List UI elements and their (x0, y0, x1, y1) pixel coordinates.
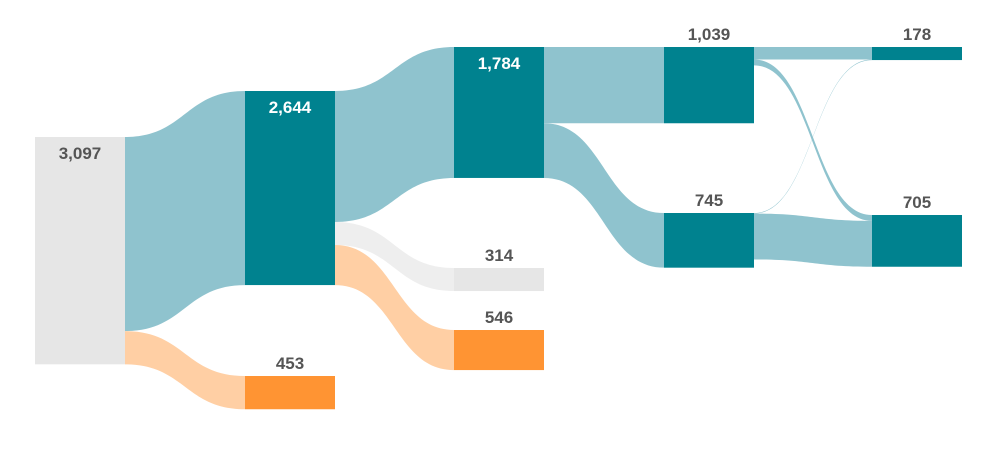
node-n3 (454, 47, 544, 178)
sankey-labels: 3,097 2,644 453 1,784 314 546 1,039 745 178 705 (59, 25, 931, 373)
node-n7 (664, 213, 754, 268)
sankey-nodes (35, 47, 962, 410)
node-n0 (35, 137, 125, 365)
node-label-n3: 1,784 (478, 54, 521, 73)
node-label-n7: 745 (695, 191, 723, 210)
node-label-n6: 1,039 (688, 25, 731, 44)
node-n2 (245, 376, 335, 410)
node-label-n5: 546 (485, 308, 513, 327)
link-n7-n8 (754, 59, 872, 214)
link-n6-n9 (754, 59, 872, 221)
link-n7-n9 (754, 213, 872, 267)
link-n0-n1 (125, 91, 245, 332)
node-n4 (454, 268, 544, 292)
node-label-n1: 2,644 (269, 98, 312, 117)
sankey-links (125, 47, 872, 410)
link-n1-n3 (335, 47, 454, 222)
node-label-n4: 314 (485, 246, 514, 265)
node-n6 (664, 47, 754, 124)
node-n8 (872, 47, 962, 61)
link-n6-n8 (754, 47, 872, 60)
link-n0-n2 (125, 331, 245, 410)
node-n1 (245, 91, 335, 286)
link-n1-n5 (335, 244, 454, 371)
link-n3-n7 (544, 123, 664, 268)
node-label-n0: 3,097 (59, 144, 102, 163)
node-n5 (454, 330, 544, 371)
node-n9 (872, 215, 962, 267)
node-label-n2: 453 (276, 354, 304, 373)
link-n3-n6 (544, 47, 664, 124)
link-n1-n4 (335, 221, 454, 292)
node-label-n8: 178 (903, 25, 931, 44)
node-label-n9: 705 (903, 193, 931, 212)
